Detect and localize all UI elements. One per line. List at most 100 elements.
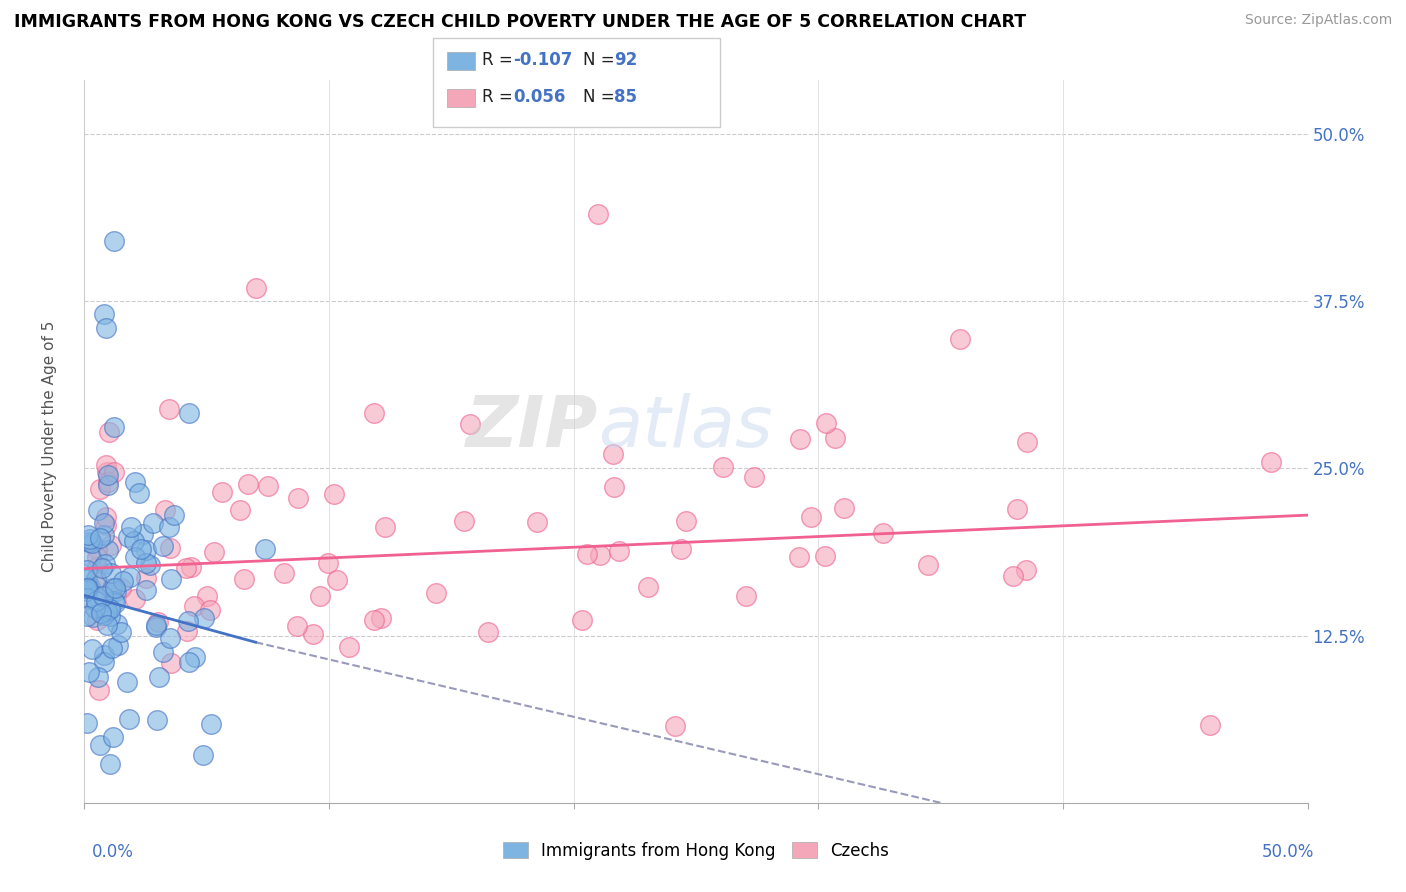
Point (76, 609, 98, 624)
Point (135, 557, 157, 571)
Legend: Immigrants from Hong Kong, Czechs: Immigrants from Hong Kong, Czechs (496, 836, 896, 867)
Point (96, 604, 118, 618)
Point (308, 589, 330, 603)
Point (675, 514, 697, 528)
Point (200, 716, 222, 731)
Point (157, 520, 180, 534)
Point (100, 585, 122, 599)
Point (177, 614, 200, 628)
Point (145, 713, 167, 727)
Point (84, 600, 107, 615)
Point (124, 475, 146, 489)
Point (117, 530, 139, 544)
Point (90, 561, 112, 575)
Point (120, 520, 142, 534)
Point (103, 594, 125, 608)
Point (103, 419, 125, 434)
Point (100, 538, 122, 552)
Point (103, 234, 125, 248)
Point (79, 534, 101, 549)
Point (200, 603, 222, 617)
Point (337, 640, 360, 655)
Point (100, 566, 122, 580)
Point (159, 401, 181, 416)
Point (159, 572, 181, 586)
Point (128, 486, 150, 500)
Point (1017, 434, 1039, 449)
Point (91, 589, 114, 603)
Point (1001, 569, 1024, 583)
Point (93, 527, 115, 541)
Point (93, 608, 115, 623)
Point (87, 683, 110, 698)
Text: N =: N = (583, 51, 620, 69)
Point (256, 479, 278, 493)
Point (145, 620, 167, 634)
Point (1198, 718, 1220, 732)
Point (104, 581, 127, 595)
Point (97, 468, 120, 483)
Point (96, 465, 118, 479)
Point (285, 619, 308, 633)
Point (374, 519, 396, 533)
Point (236, 477, 259, 491)
Point (323, 486, 346, 500)
Point (89, 531, 111, 545)
Point (111, 574, 134, 589)
Point (94, 518, 117, 533)
Point (453, 514, 475, 528)
Point (97, 478, 120, 492)
Point (152, 539, 174, 553)
Point (132, 527, 155, 541)
Point (159, 541, 181, 555)
Point (229, 503, 252, 517)
Point (589, 548, 612, 562)
Point (84, 589, 107, 603)
Point (135, 543, 157, 558)
Point (586, 207, 609, 221)
Point (103, 465, 125, 479)
Point (163, 508, 186, 522)
Point (80, 550, 103, 565)
Point (179, 406, 201, 420)
Point (79, 532, 101, 546)
Point (118, 713, 141, 727)
Point (711, 460, 734, 475)
Point (302, 627, 325, 641)
Point (787, 549, 810, 564)
Point (571, 613, 593, 627)
Point (814, 416, 837, 430)
Point (77, 581, 100, 595)
Text: 0.056: 0.056 (513, 88, 565, 106)
Point (603, 480, 626, 494)
Point (124, 592, 146, 607)
Point (183, 599, 205, 613)
Point (202, 544, 225, 558)
Point (193, 611, 215, 625)
Point (80, 536, 103, 550)
Point (110, 625, 132, 640)
Point (105, 616, 128, 631)
Point (93, 648, 115, 662)
Point (253, 542, 276, 557)
Point (86, 541, 108, 556)
Text: 92: 92 (614, 51, 638, 69)
Point (1260, 455, 1282, 469)
Point (148, 670, 170, 684)
Point (637, 580, 659, 594)
Point (107, 639, 129, 653)
Point (273, 566, 295, 581)
Point (98, 425, 121, 439)
Point (104, 595, 127, 609)
Point (87, 503, 110, 517)
Point (153, 503, 176, 517)
Point (824, 431, 846, 445)
Point (101, 730, 124, 744)
Point (814, 549, 837, 563)
Point (1015, 563, 1038, 577)
Text: -0.107: -0.107 (513, 51, 572, 69)
Point (86, 670, 108, 684)
Point (101, 581, 124, 595)
Point (84, 572, 107, 586)
Point (77, 528, 100, 542)
